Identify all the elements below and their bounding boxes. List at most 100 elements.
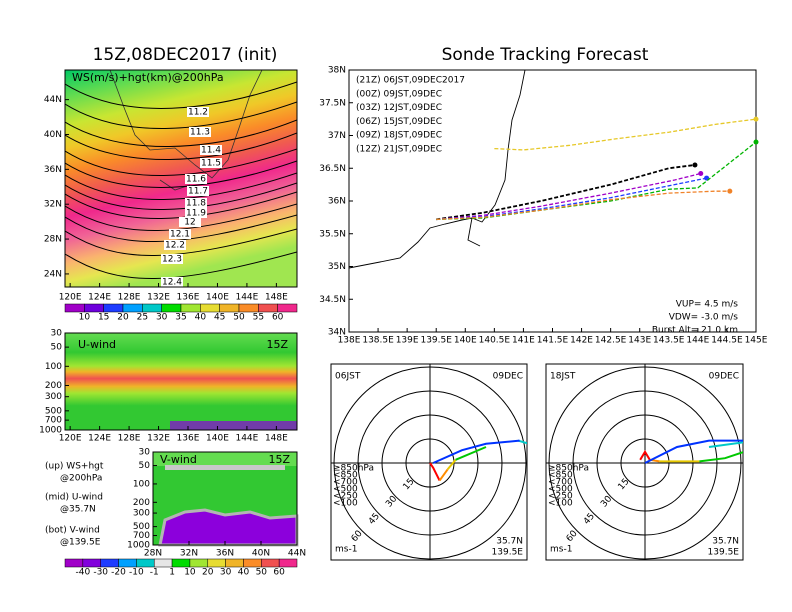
colorbar-box	[180, 303, 201, 313]
hodograph-legend: <700	[548, 478, 573, 488]
colorbar-label: 55	[253, 313, 264, 323]
x-tick-label: 138E	[338, 336, 361, 346]
contour-label: 12.4	[162, 278, 182, 288]
colorbar-box	[161, 303, 182, 313]
contour-label: 11.8	[186, 199, 206, 209]
track-map-frame	[348, 69, 757, 333]
y-tick-label: 34.5N	[319, 295, 346, 305]
y-tick-label: 100	[45, 362, 62, 372]
unit: ms-1	[335, 545, 357, 555]
x-tick-label: 141.5E	[537, 336, 569, 346]
panel-time: 15Z	[266, 338, 288, 351]
legend-entry: (06Z) 15JST,09DEC	[356, 117, 442, 127]
y-tick-label: 24N	[44, 269, 62, 279]
x-tick-label: 132E	[147, 434, 170, 444]
y-tick-label: 200	[45, 381, 62, 391]
colorbar-box	[64, 558, 84, 568]
location: 139.5E	[708, 548, 740, 558]
y-tick-label: 500	[45, 406, 62, 416]
hodograph-legend: <100	[333, 499, 358, 509]
panel-label: WS(m/s)+hgt(km)@200hPa	[72, 71, 224, 84]
x-tick-label: 145E	[745, 336, 768, 346]
hodograph-line	[699, 451, 743, 463]
note: @200hPa	[60, 474, 102, 484]
contour-label-box	[161, 277, 183, 287]
contour-label: 11.9	[186, 209, 206, 219]
colorbar-box	[84, 303, 104, 313]
y-tick-label: 36N	[328, 197, 346, 207]
colorbar-label: 30	[220, 568, 232, 578]
colorbar-box	[122, 303, 143, 313]
contour-line	[65, 119, 297, 147]
hodograph-line	[432, 439, 520, 464]
x-tick-label: 143E	[628, 336, 651, 346]
v-wind-shade	[165, 465, 285, 470]
location: 35.7N	[496, 537, 523, 547]
ring	[596, 414, 694, 512]
colorbar-label: 20	[117, 313, 129, 323]
contour-label: 12	[184, 218, 195, 228]
colorbar-box	[153, 558, 173, 568]
hodograph-frame	[330, 363, 528, 561]
track-line	[436, 164, 696, 221]
hodograph-line	[429, 462, 441, 482]
contour-label-box	[185, 174, 207, 184]
hodograph-legend: <250	[333, 492, 358, 502]
colorbar-box	[189, 558, 209, 568]
colorbar-label: -40	[75, 568, 90, 578]
y-tick-label: 32N	[44, 200, 62, 210]
x-tick-label: 132E	[147, 293, 170, 303]
y-tick-label: 700	[45, 416, 62, 426]
legend-entry: (21Z) 06JST,09DEC2017	[356, 76, 465, 86]
colorbar-label: -20	[111, 568, 126, 578]
y-tick-label: 1000	[39, 426, 62, 436]
note: @139.5E	[60, 538, 101, 548]
x-tick-label: 44N	[288, 549, 306, 559]
y-tick-label: 36.5N	[319, 164, 346, 174]
hodograph-line	[644, 439, 743, 464]
hodograph-legend: <700	[333, 478, 358, 488]
colorbar-label: 1	[169, 568, 175, 578]
y-tick-label: 500	[133, 522, 150, 532]
colorbar-box	[225, 558, 244, 568]
colorbar-label: 40	[195, 313, 207, 323]
colorbar-box	[82, 558, 101, 568]
hodograph-legend: <100	[548, 499, 573, 509]
legend-entry: (03Z) 12JST,09DEC	[356, 103, 442, 113]
hodograph-legend: <250	[548, 492, 573, 502]
x-tick-label: 141E	[512, 336, 535, 346]
hodograph-legend: <500	[548, 485, 573, 495]
x-tick-label: 143.5E	[653, 336, 685, 346]
x-tick-label: 144E	[235, 293, 258, 303]
colorbar-box	[171, 558, 191, 568]
colorbar-label: 40	[238, 568, 250, 578]
unit: ms-1	[550, 545, 572, 555]
contour-label: 12.2	[165, 241, 185, 251]
colorbar-box	[258, 303, 278, 313]
hodograph-time: 18JST	[550, 372, 576, 382]
colorbar-box	[243, 558, 262, 568]
colorbar-label: -30	[93, 568, 108, 578]
parameter: Burst Alt= 21.0 km	[652, 326, 738, 336]
colorbar-box	[64, 303, 85, 313]
u-wind-shade	[170, 421, 297, 430]
contour-line	[65, 251, 297, 279]
y-tick-label: 35N	[328, 262, 346, 272]
legend-entry: (00Z) 09JST,09DEC	[356, 89, 442, 99]
colorbar-label: 35	[175, 313, 186, 323]
contour-label-box	[185, 198, 207, 208]
ring	[572, 390, 718, 536]
contour-label: 11.5	[201, 159, 221, 169]
hodograph-line	[446, 459, 457, 471]
colorbar-box	[136, 558, 155, 568]
x-tick-label: 140.5E	[479, 336, 511, 346]
y-tick-label: 50	[51, 343, 63, 353]
colorbar-box	[207, 558, 226, 568]
location: 35.7N	[712, 537, 739, 547]
contour-label: 12.1	[170, 230, 190, 240]
legend-entry: (12Z) 21JST,09DEC	[356, 145, 442, 155]
hodograph-legend: <850	[333, 471, 358, 481]
x-tick-label: 144E	[235, 434, 258, 444]
x-tick-label: 120E	[59, 293, 82, 303]
